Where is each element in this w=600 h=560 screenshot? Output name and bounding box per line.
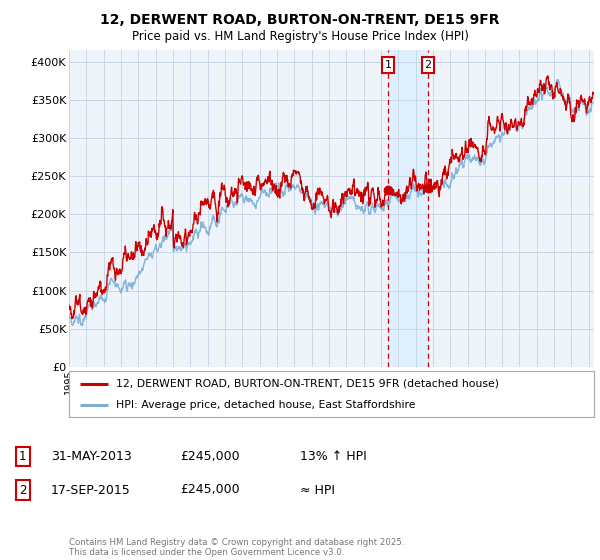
Text: 31-MAY-2013: 31-MAY-2013 [51, 450, 132, 463]
Text: 1: 1 [385, 60, 392, 70]
Text: ≈ HPI: ≈ HPI [300, 483, 335, 497]
Text: £245,000: £245,000 [180, 450, 239, 463]
Bar [388, 50, 428, 367]
Text: Contains HM Land Registry data © Crown copyright and database right 2025.
This d: Contains HM Land Registry data © Crown c… [69, 538, 404, 557]
Text: 1: 1 [19, 450, 26, 463]
Text: 2: 2 [19, 483, 26, 497]
Text: 13% ↑ HPI: 13% ↑ HPI [300, 450, 367, 463]
Text: 12, DERWENT ROAD, BURTON-ON-TRENT, DE15 9FR (detached house): 12, DERWENT ROAD, BURTON-ON-TRENT, DE15 … [116, 379, 499, 389]
Text: 2: 2 [424, 60, 431, 70]
Text: Price paid vs. HM Land Registry's House Price Index (HPI): Price paid vs. HM Land Registry's House … [131, 30, 469, 43]
Text: £245,000: £245,000 [180, 483, 239, 497]
Text: 12, DERWENT ROAD, BURTON-ON-TRENT, DE15 9FR: 12, DERWENT ROAD, BURTON-ON-TRENT, DE15 … [100, 13, 500, 27]
Text: HPI: Average price, detached house, East Staffordshire: HPI: Average price, detached house, East… [116, 400, 416, 410]
Text: 17-SEP-2015: 17-SEP-2015 [51, 483, 131, 497]
